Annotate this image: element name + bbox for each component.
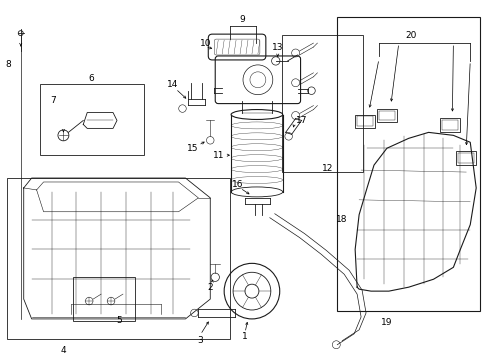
Text: 12: 12: [321, 163, 333, 172]
Bar: [282, 35, 363, 172]
Bar: [456, 151, 476, 165]
Text: 5: 5: [116, 316, 122, 325]
Text: 4: 4: [61, 346, 66, 355]
Bar: [458, 153, 474, 163]
Bar: [377, 109, 397, 122]
Text: 6: 6: [88, 74, 94, 83]
Bar: [337, 17, 480, 311]
Text: 16: 16: [232, 180, 244, 189]
Bar: [40, 84, 144, 155]
Text: 9: 9: [239, 15, 245, 24]
Text: 15: 15: [187, 144, 198, 153]
Text: 17: 17: [296, 116, 307, 125]
Bar: [74, 277, 135, 321]
Bar: [442, 121, 458, 130]
Text: 10: 10: [199, 39, 211, 48]
Text: 3: 3: [197, 336, 203, 345]
Bar: [355, 114, 375, 129]
Text: 14: 14: [167, 80, 178, 89]
Bar: [379, 111, 395, 121]
Text: 13: 13: [272, 42, 284, 51]
Text: 2: 2: [207, 283, 213, 292]
Bar: [357, 117, 373, 126]
Text: 19: 19: [381, 318, 392, 327]
Text: 11: 11: [213, 151, 224, 160]
Text: 8: 8: [5, 60, 11, 69]
Text: 1: 1: [242, 332, 248, 341]
Text: 18: 18: [336, 215, 347, 224]
Bar: [7, 178, 230, 339]
Bar: [441, 118, 460, 132]
Text: 7: 7: [50, 96, 56, 105]
Text: 20: 20: [405, 31, 416, 40]
